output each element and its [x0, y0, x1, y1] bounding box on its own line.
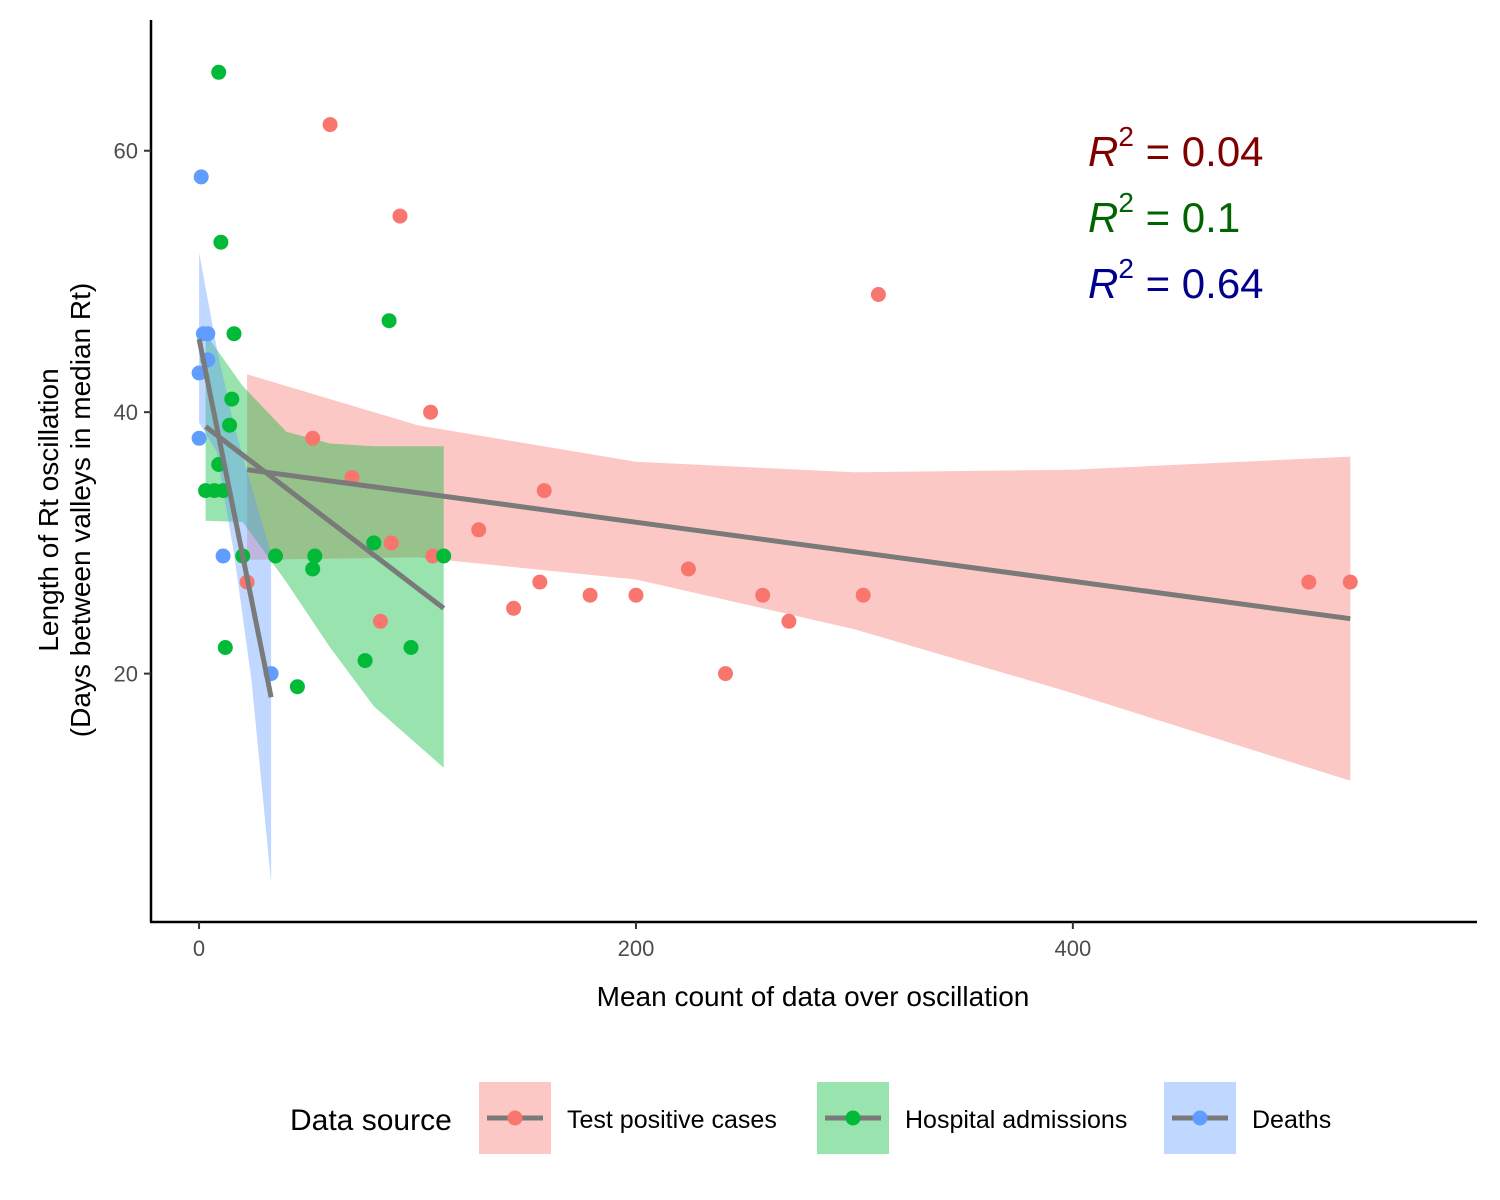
- hospital-admissions-point: [305, 561, 321, 577]
- hospital-admissions-point: [307, 548, 323, 564]
- legend-key-point: [845, 1110, 861, 1126]
- deaths-regression-line: [196, 338, 274, 698]
- test-positive-cases-point: [383, 535, 399, 551]
- test-positive-cases-point: [628, 587, 644, 603]
- legend-key-point: [507, 1110, 523, 1126]
- legend-entry-hospital-admissions: Hospital admissions: [905, 1106, 1127, 1134]
- hospital-admissions-point: [289, 679, 305, 695]
- deaths-point: [200, 326, 216, 342]
- deaths-confidence-ribbon: [199, 252, 272, 883]
- test-positive-cases-point: [755, 587, 771, 603]
- hospital-admissions-confidence-ribbon: [205, 333, 444, 768]
- hospital-admissions-point: [403, 640, 419, 655]
- test-positive-cases-point: [322, 117, 338, 133]
- x-tick-label: 0: [193, 936, 205, 961]
- r-squared-label: R2 = 0.1: [1088, 187, 1240, 241]
- test-positive-cases-point: [532, 574, 548, 590]
- hospital-admissions-point: [226, 326, 242, 342]
- hospital-admissions-point: [436, 548, 452, 564]
- hospital-admissions-point: [224, 391, 240, 407]
- x-ticks: 0 200 400: [193, 922, 1091, 961]
- test-positive-cases-point: [1301, 574, 1317, 590]
- test-positive-cases-point: [781, 613, 797, 629]
- hospital-admissions-point: [357, 653, 373, 669]
- hospital-admissions-point: [381, 313, 397, 329]
- y-tick-label: 60: [114, 139, 138, 164]
- test-positive-cases-point: [305, 430, 321, 446]
- test-positive-cases-point: [536, 483, 552, 499]
- legend-entry-deaths: Deaths: [1252, 1106, 1331, 1134]
- test-positive-cases-point: [471, 522, 487, 538]
- legend-title: Data source: [290, 1104, 452, 1137]
- test-positive-cases-point: [718, 666, 733, 682]
- deaths-point: [215, 548, 231, 564]
- legend-entry-test-positive-cases: Test positive cases: [567, 1106, 777, 1134]
- legend: Data source Test positive cases Hospital …: [290, 1082, 1331, 1154]
- r-squared-annotations: R2 = 0.04 R2 = 0.1 R2 = 0.64: [1088, 121, 1264, 307]
- y-tick-label: 20: [114, 662, 138, 687]
- test-positive-cases-point: [423, 404, 439, 420]
- test-positive-cases-regression-line: [246, 467, 1351, 622]
- hospital-admissions-regression-line: [204, 424, 446, 611]
- y-axis-title-line2: (Days between valleys in median Rt): [65, 283, 96, 737]
- x-tick-label: 400: [1055, 936, 1092, 961]
- y-tick-label: 40: [114, 400, 138, 425]
- hospital-admissions-point: [213, 234, 229, 250]
- x-tick-label: 200: [618, 936, 655, 961]
- deaths-point: [191, 430, 207, 446]
- hospital-admissions-point: [268, 548, 283, 564]
- test-positive-cases-point: [855, 587, 871, 603]
- hospital-admissions-point: [366, 535, 382, 551]
- x-axis-title: Mean count of data over oscillation: [597, 981, 1030, 1012]
- test-positive-cases-point: [425, 548, 441, 564]
- test-positive-cases-point: [1342, 574, 1358, 590]
- test-positive-cases-point: [392, 208, 408, 224]
- deaths-point: [193, 169, 209, 185]
- test-positive-cases-confidence-ribbon: [247, 374, 1351, 781]
- y-ticks: 20 40 60: [114, 139, 151, 687]
- y-axis-title-line1: Length of Rt oscillation: [33, 368, 64, 651]
- hospital-admissions-point: [222, 417, 238, 433]
- r-squared-label: R2 = 0.04: [1088, 121, 1264, 175]
- test-positive-cases-point: [680, 561, 696, 577]
- r-squared-label: R2 = 0.64: [1088, 253, 1264, 307]
- data-points: [191, 64, 1358, 695]
- legend-key-point: [1192, 1110, 1208, 1126]
- confidence-ribbons: [199, 252, 1351, 883]
- test-positive-cases-point: [582, 587, 598, 603]
- hospital-admissions-point: [217, 640, 233, 655]
- test-positive-cases-point: [372, 613, 388, 629]
- test-positive-cases-point: [870, 287, 886, 302]
- hospital-admissions-point: [211, 64, 227, 80]
- test-positive-cases-point: [506, 600, 522, 616]
- regression-lines: [196, 338, 1351, 698]
